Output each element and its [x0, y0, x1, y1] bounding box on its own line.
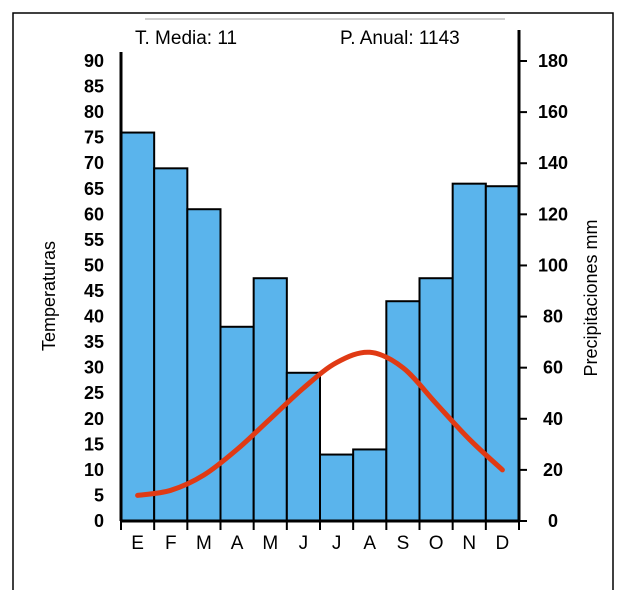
precip-bar-3 [219, 325, 255, 522]
right-tick-label: 0 [548, 511, 558, 531]
left-tick-label: 70 [84, 153, 104, 173]
left-tick-label: 10 [84, 460, 104, 480]
month-label-10: N [462, 533, 476, 554]
left-tick-label: 65 [84, 179, 104, 199]
left-tick-label: 0 [94, 511, 104, 531]
month-label-8: S [397, 533, 410, 554]
left-tick-label: 50 [84, 255, 104, 275]
left-tick-label: 30 [84, 358, 104, 378]
month-label-6: J [332, 533, 342, 554]
month-label-5: J [299, 533, 309, 554]
left-tick-label: 85 [84, 77, 104, 97]
left-tick-label: 75 [84, 128, 104, 148]
precip-bar-0 [120, 131, 156, 523]
month-label-4: M [262, 533, 278, 554]
left-tick-label: 60 [84, 204, 104, 224]
right-tick-label: 60 [543, 358, 563, 378]
precip-bar-10 [451, 182, 487, 523]
annual-precipitation-label: P. Anual: 1143 [340, 28, 460, 49]
precip-bar-4 [252, 277, 288, 522]
mean-temperature-label: T. Media: 11 [135, 28, 237, 49]
precip-bar-7 [352, 448, 388, 523]
precip-bar-6 [319, 453, 355, 522]
left-axis-title: Temperaturas [39, 241, 59, 351]
left-tick-label: 80 [84, 102, 104, 122]
month-label-1: F [165, 533, 177, 554]
right-tick-label: 140 [538, 153, 568, 173]
right-axis-ticks: 0 20 40 60 80 100 120 140 160 180 [519, 51, 568, 531]
left-tick-label: 90 [84, 51, 104, 71]
temperature-curve [135, 349, 505, 498]
month-label-3: A [231, 533, 244, 554]
precip-bar-5 [285, 371, 322, 522]
month-label-7: A [363, 533, 376, 554]
month-label-2: M [196, 533, 212, 554]
left-tick-label: 35 [84, 332, 104, 352]
right-tick-label: 180 [538, 51, 568, 71]
left-tick-label: 25 [84, 383, 104, 403]
right-tick-label: 40 [543, 409, 563, 429]
left-tick-label: 15 [84, 434, 104, 454]
right-tick-label: 20 [543, 460, 563, 480]
month-label-9: O [429, 533, 444, 554]
right-axis-title: Precipitaciones mm [581, 219, 601, 376]
precip-bar-9 [418, 277, 454, 522]
left-axis-ticks: 0 5 10 15 20 25 30 35 40 45 50 55 60 65 70 75 80 85 90 [84, 51, 104, 531]
precipitation-bars [120, 131, 521, 523]
right-tick-label: 160 [538, 102, 568, 122]
precip-bar-1 [153, 167, 189, 522]
left-tick-label: 45 [84, 281, 104, 301]
month-label-0: E [131, 533, 144, 554]
precip-bar-8 [385, 300, 421, 522]
right-tick-label: 120 [538, 204, 568, 224]
left-tick-label: 20 [84, 409, 104, 429]
left-tick-label: 40 [84, 307, 104, 327]
right-tick-label: 100 [538, 255, 568, 275]
month-label-11: D [496, 533, 510, 554]
left-tick-label: 55 [84, 230, 104, 250]
left-tick-label: 5 [94, 485, 104, 505]
temperature-line [135, 349, 505, 498]
right-tick-label: 80 [543, 307, 563, 327]
